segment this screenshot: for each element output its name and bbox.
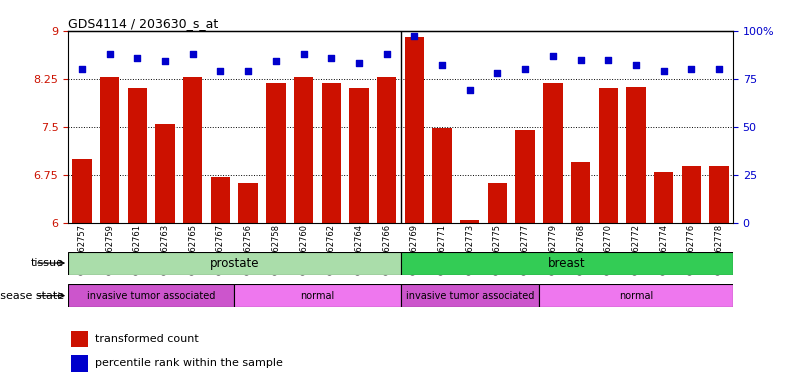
Bar (183, 78, 203, 223)
Text: normal: normal (619, 291, 653, 301)
Bar (266, 83, 285, 223)
Bar (321, 83, 341, 223)
Point (658, 68, 670, 74)
Bar (598, 88, 618, 223)
Bar (155, 124, 175, 223)
Bar (710, 166, 729, 223)
Point (269, 58, 282, 65)
Text: breast: breast (548, 257, 586, 270)
Point (408, 33, 421, 40)
Bar (377, 78, 396, 223)
Bar (235, 284, 400, 307)
Bar (488, 183, 507, 223)
Bar (71, 356, 88, 372)
Bar (516, 130, 535, 223)
Point (463, 87, 476, 93)
Text: normal: normal (300, 291, 335, 301)
Point (630, 62, 642, 68)
Bar (211, 177, 230, 223)
Bar (294, 78, 313, 223)
Bar (68, 252, 400, 275)
Bar (127, 88, 147, 223)
Point (242, 68, 255, 74)
Bar (239, 183, 258, 223)
Bar (100, 78, 119, 223)
Point (436, 62, 449, 68)
Text: GDS4114 / 203630_s_at: GDS4114 / 203630_s_at (68, 17, 219, 30)
Point (491, 70, 504, 76)
Point (352, 60, 365, 66)
Point (131, 55, 143, 61)
Point (187, 51, 199, 57)
Bar (68, 284, 235, 307)
Text: transformed count: transformed count (95, 334, 199, 344)
Bar (400, 284, 539, 307)
Point (103, 51, 116, 57)
Bar (71, 331, 88, 347)
Point (519, 66, 532, 72)
Point (546, 53, 559, 59)
Point (325, 55, 338, 61)
Text: invasive tumor associated: invasive tumor associated (405, 291, 534, 301)
Bar (405, 37, 424, 223)
Point (214, 68, 227, 74)
Bar (400, 252, 733, 275)
Bar (349, 88, 368, 223)
Bar (626, 87, 646, 223)
Bar (682, 166, 701, 223)
Point (297, 51, 310, 57)
Text: percentile rank within the sample: percentile rank within the sample (95, 358, 283, 369)
Point (380, 51, 393, 57)
Bar (460, 220, 480, 223)
Bar (543, 83, 562, 223)
Bar (433, 128, 452, 223)
Text: prostate: prostate (210, 257, 259, 270)
Point (602, 56, 614, 63)
Text: invasive tumor associated: invasive tumor associated (87, 291, 215, 301)
Point (75, 66, 88, 72)
Point (574, 56, 587, 63)
Point (685, 66, 698, 72)
Bar (654, 172, 674, 223)
Point (159, 58, 171, 65)
Bar (72, 159, 91, 223)
Text: disease state: disease state (0, 291, 64, 301)
Bar (539, 284, 733, 307)
Bar (571, 162, 590, 223)
Point (713, 66, 726, 72)
Text: tissue: tissue (31, 258, 64, 268)
